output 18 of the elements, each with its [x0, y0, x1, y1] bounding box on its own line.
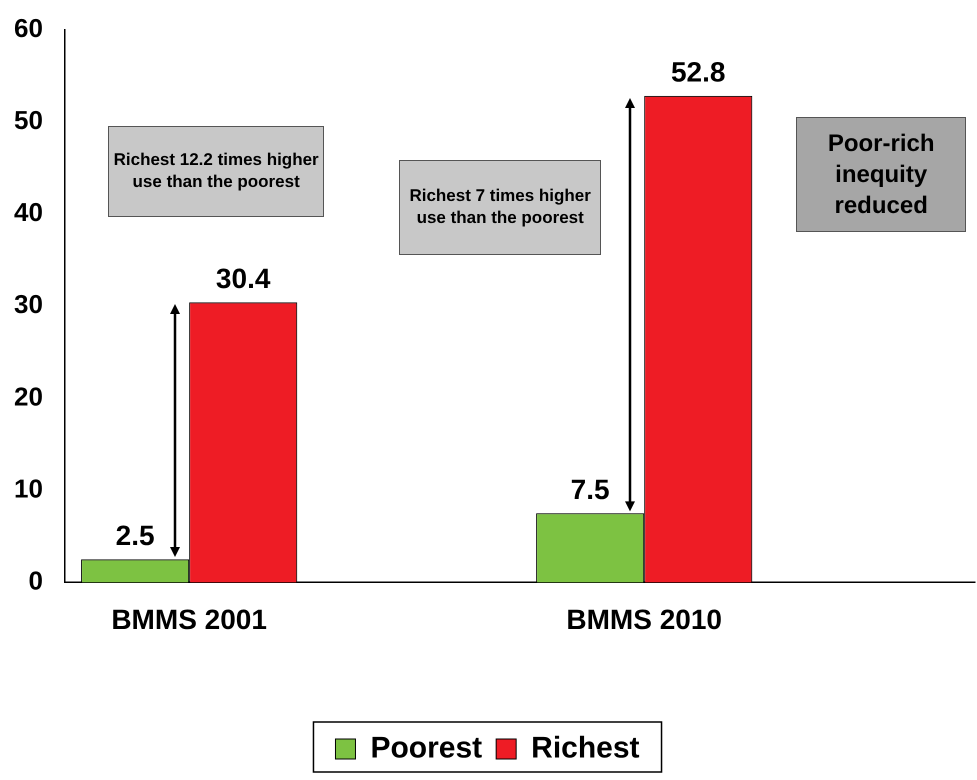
- x-tick-label: BMMS 2001: [111, 604, 267, 635]
- data-label: 52.8: [670, 56, 726, 88]
- x-tick-label: BMMS 2010: [566, 604, 722, 635]
- text-box: Poor-rich inequity reduced: [796, 117, 966, 232]
- legend-label: Poorest: [370, 731, 482, 764]
- y-tick-label: 60: [14, 12, 43, 43]
- y-tick-label: 40: [14, 197, 43, 228]
- y-tick-label: 30: [14, 289, 43, 320]
- y-tick-label: 50: [14, 104, 43, 135]
- data-label: 30.4: [216, 263, 271, 294]
- legend-label: Richest: [531, 731, 640, 764]
- text-box: Richest 12.2 times higher use than the poorest: [108, 126, 324, 217]
- y-tick-label: 20: [14, 381, 43, 412]
- y-tick-label: 0: [28, 566, 43, 596]
- y-tick-label: 10: [14, 473, 43, 504]
- data-label: 2.5: [116, 520, 155, 552]
- text-box: Richest 7 times higher use than the poorest: [399, 160, 602, 256]
- data-label: 7.5: [570, 474, 610, 506]
